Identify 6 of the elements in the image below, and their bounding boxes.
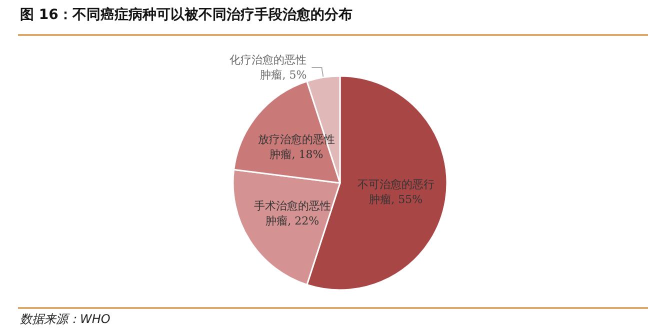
slice-label: 化疗治愈的恶性肿瘤, 5% xyxy=(230,53,307,82)
slice-label: 不可治愈的恶行肿瘤, 55% xyxy=(357,178,434,206)
slice-label: 放疗治愈的恶性肿瘤, 18% xyxy=(258,132,335,161)
slice-label: 手术治愈的恶性肿瘤, 22% xyxy=(254,199,331,228)
chart-title: 图 16：不同癌症病种可以被不同治疗手段治愈的分布 xyxy=(20,6,352,24)
source-note: 数据来源：WHO xyxy=(20,311,110,328)
